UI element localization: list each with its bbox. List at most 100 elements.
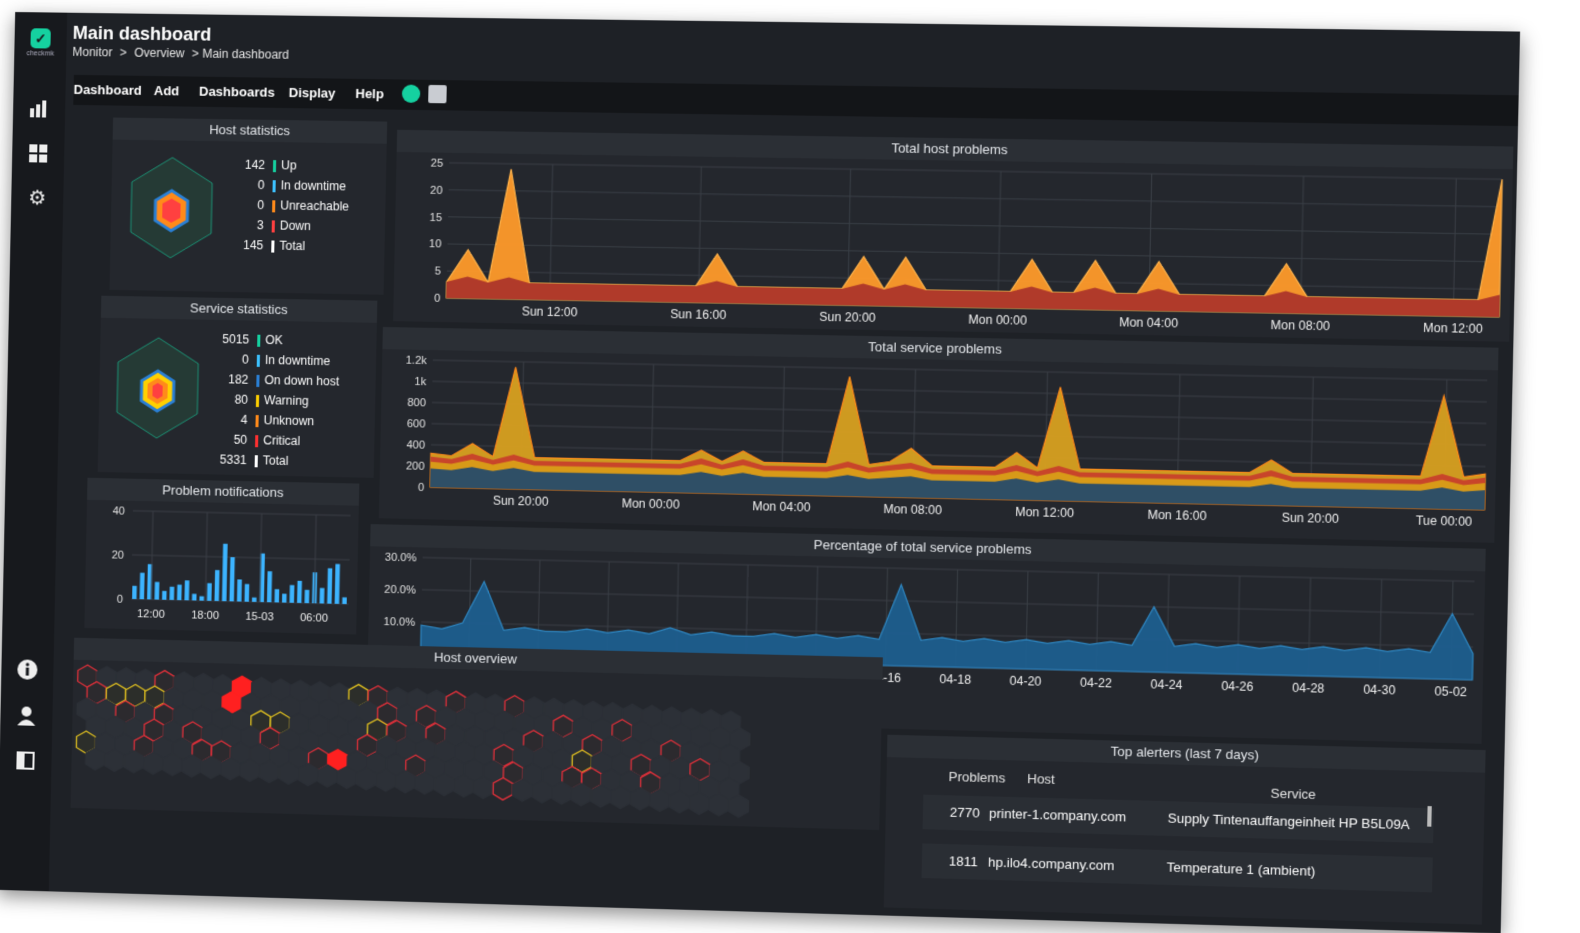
problem-notifications-panel: Problem notifications 40 20 0 12:00 18:00 15-… <box>84 478 359 635</box>
breadcrumb-monitor[interactable]: Monitor <box>72 45 112 60</box>
x-tick-label: Mon 16:00 <box>1147 508 1207 524</box>
x-tick-label: Sun 20:00 <box>819 310 876 325</box>
bar <box>290 585 295 603</box>
x-tick-label: 18:00 <box>191 609 219 622</box>
stat-in-downtime[interactable]: 0 In downtime <box>208 352 330 368</box>
host-statistics-panel: Host statistics 142 Up 0 In downtime 0 Unre… <box>109 118 387 295</box>
service-problems-chart: 1.2k1k8006004002000Sun 20:00 Mon 00:00 Mon… <box>379 349 1498 543</box>
problems-count: 1811 <box>949 853 978 869</box>
scrollbar[interactable] <box>1427 806 1432 827</box>
grid-line <box>133 511 351 516</box>
bar <box>184 580 189 600</box>
host-name[interactable]: hp.ilo4.company.com <box>988 854 1115 873</box>
service-name[interactable]: Supply Tintenauffangeinheit HP B5L09A <box>1168 810 1411 832</box>
x-tick-label: 04-28 <box>1292 681 1325 696</box>
x-tick-label: Mon 00:00 <box>622 496 681 511</box>
menu-help[interactable]: Help <box>355 86 384 102</box>
user-icon[interactable] <box>14 704 38 729</box>
table-row[interactable]: 2770 printer-1.company.com Supply Tinten… <box>923 795 1434 844</box>
breadcrumb: Monitor > Overview > Main dashboard <box>72 45 293 62</box>
x-tick-label: Mon 08:00 <box>1271 318 1331 333</box>
stat-unreachable[interactable]: 0 Unreachable <box>224 197 349 213</box>
checkmk-logo[interactable]: ✓ checkmk <box>22 28 59 69</box>
x-tick-label: 04-22 <box>1080 675 1113 690</box>
bar <box>222 544 228 602</box>
bar <box>327 568 332 604</box>
bar <box>155 582 160 600</box>
x-tick-label: Sun 16:00 <box>670 307 727 322</box>
x-tick-label: Sun 12:00 <box>522 304 578 319</box>
x-tick-label: Sun 20:00 <box>1281 510 1339 526</box>
stat-ok[interactable]: 5015 OK <box>209 332 283 347</box>
x-tick-label: Mon 00:00 <box>968 312 1027 327</box>
menu-add[interactable]: Add <box>154 83 180 98</box>
host-name[interactable]: printer-1.company.com <box>989 806 1126 825</box>
menu-dashboard[interactable]: Dashboard <box>73 82 141 98</box>
panel-title: Service statistics <box>101 296 377 323</box>
service-name[interactable]: Temperature 1 (ambient) <box>1166 859 1315 878</box>
stat-on-down-host[interactable]: 182 On down host <box>208 372 339 389</box>
y-tick-label: 20 <box>430 185 443 197</box>
stat-up[interactable]: 142 Up <box>225 157 297 172</box>
x-tick-label: 04-24 <box>1150 677 1183 692</box>
x-tick-label: 04-26 <box>1221 679 1254 694</box>
info-icon[interactable] <box>15 658 39 683</box>
grid-icon[interactable] <box>26 142 51 166</box>
x-tick-label: 06:00 <box>300 612 328 625</box>
y-tick-label: 0 <box>418 482 424 494</box>
y-tick-label: 30.0% <box>385 552 417 565</box>
bar <box>282 594 287 603</box>
breadcrumb-overview[interactable]: Overview <box>134 46 185 61</box>
stat-warning[interactable]: 80 Warning <box>208 392 309 408</box>
bar <box>192 594 197 601</box>
sidebar: ✓ checkmk ⚙ <box>0 12 67 891</box>
stat-critical[interactable]: 50 Critical <box>207 432 301 448</box>
sidebar-toggle-icon[interactable] <box>13 750 37 775</box>
stat-unknown[interactable]: 4 Unknown <box>207 412 314 428</box>
stat-in-downtime[interactable]: 0 In downtime <box>224 177 346 193</box>
logo-icon: ✓ <box>30 28 50 48</box>
panel-title: Host statistics <box>113 118 388 144</box>
gear-icon[interactable]: ⚙ <box>25 186 50 210</box>
total-service-problems-panel: Total service problems 1.2k 1k 800 600 400 20… <box>379 327 1499 543</box>
y-tick-label: 20 <box>112 549 125 561</box>
bar <box>342 597 347 604</box>
column-problems[interactable]: Problems <box>948 769 1005 786</box>
calendar-icon[interactable] <box>428 85 447 103</box>
filter-icon[interactable] <box>402 85 421 103</box>
bar <box>244 584 249 602</box>
bar-chart-icon[interactable] <box>27 98 52 122</box>
service-statistics-panel: Service statistics 5015 OK 0 In downtime 1… <box>98 296 378 478</box>
breadcrumb-current: > Main dashboard <box>192 46 289 61</box>
x-tick-label: 04-20 <box>1009 674 1041 689</box>
stat-total[interactable]: 5331 Total <box>206 452 288 468</box>
stat-total[interactable]: 145 Total <box>223 238 305 253</box>
bar <box>267 571 272 602</box>
host-overview-panel: Host overview <box>71 638 883 830</box>
y-tick-label: 25 <box>431 158 444 170</box>
x-tick-label: 05-02 <box>1434 684 1467 699</box>
menu-dashboards[interactable]: Dashboards <box>199 84 275 100</box>
grid-line <box>449 190 1502 207</box>
grid-line <box>132 555 350 560</box>
stat-down[interactable]: 3 Down <box>223 218 311 234</box>
y-tick-label: 800 <box>407 397 426 409</box>
column-service[interactable]: Service <box>1270 786 1316 803</box>
grid-line <box>432 424 1486 445</box>
y-tick-label: 0 <box>117 594 123 606</box>
menu-display[interactable]: Display <box>289 85 336 101</box>
column-host[interactable]: Host <box>1027 771 1055 787</box>
dashboard-window: ✓ checkmk ⚙ Main dashboard Monitor > Ove… <box>0 12 1520 933</box>
service-hexagon-icon <box>106 332 209 444</box>
host-hex <box>729 795 749 818</box>
y-tick-label: 10 <box>429 239 442 251</box>
bar <box>177 585 182 601</box>
bar <box>252 597 257 602</box>
grid-line <box>1453 179 1456 317</box>
y-tick-label: 15 <box>429 212 442 224</box>
bar <box>320 588 325 604</box>
y-tick-label: 400 <box>406 439 425 451</box>
x-tick-label: Mon 12:00 <box>1423 321 1483 336</box>
table-row[interactable]: 1811 hp.ilo4.company.com Temperature 1 (… <box>922 843 1433 892</box>
host-hex-grid <box>71 660 883 830</box>
